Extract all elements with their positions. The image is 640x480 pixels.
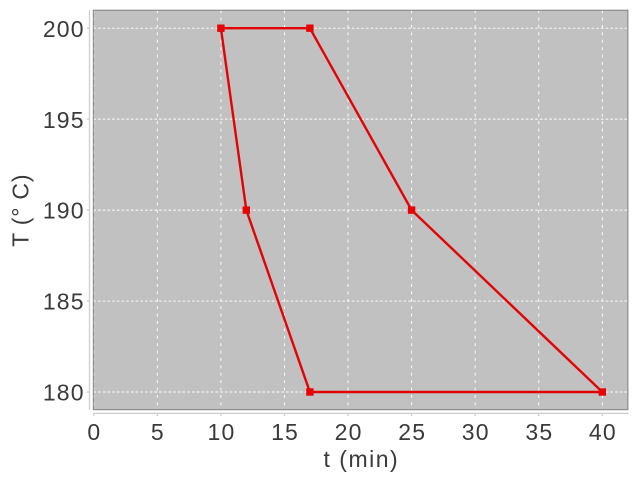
svg-text:5: 5 xyxy=(151,419,165,445)
svg-text:25: 25 xyxy=(398,419,426,445)
svg-text:195: 195 xyxy=(43,107,85,133)
svg-text:10: 10 xyxy=(207,419,235,445)
svg-text:15: 15 xyxy=(271,419,299,445)
svg-text:185: 185 xyxy=(43,289,85,315)
svg-text:0: 0 xyxy=(87,419,101,445)
svg-text:180: 180 xyxy=(43,380,85,406)
svg-text:30: 30 xyxy=(462,419,490,445)
svg-text:T (° C): T (° C) xyxy=(8,174,34,247)
svg-text:40: 40 xyxy=(589,419,617,445)
svg-text:20: 20 xyxy=(335,419,363,445)
svg-text:200: 200 xyxy=(43,16,85,42)
svg-text:35: 35 xyxy=(525,419,553,445)
svg-text:t (min): t (min) xyxy=(324,446,400,472)
svg-text:190: 190 xyxy=(43,198,85,224)
